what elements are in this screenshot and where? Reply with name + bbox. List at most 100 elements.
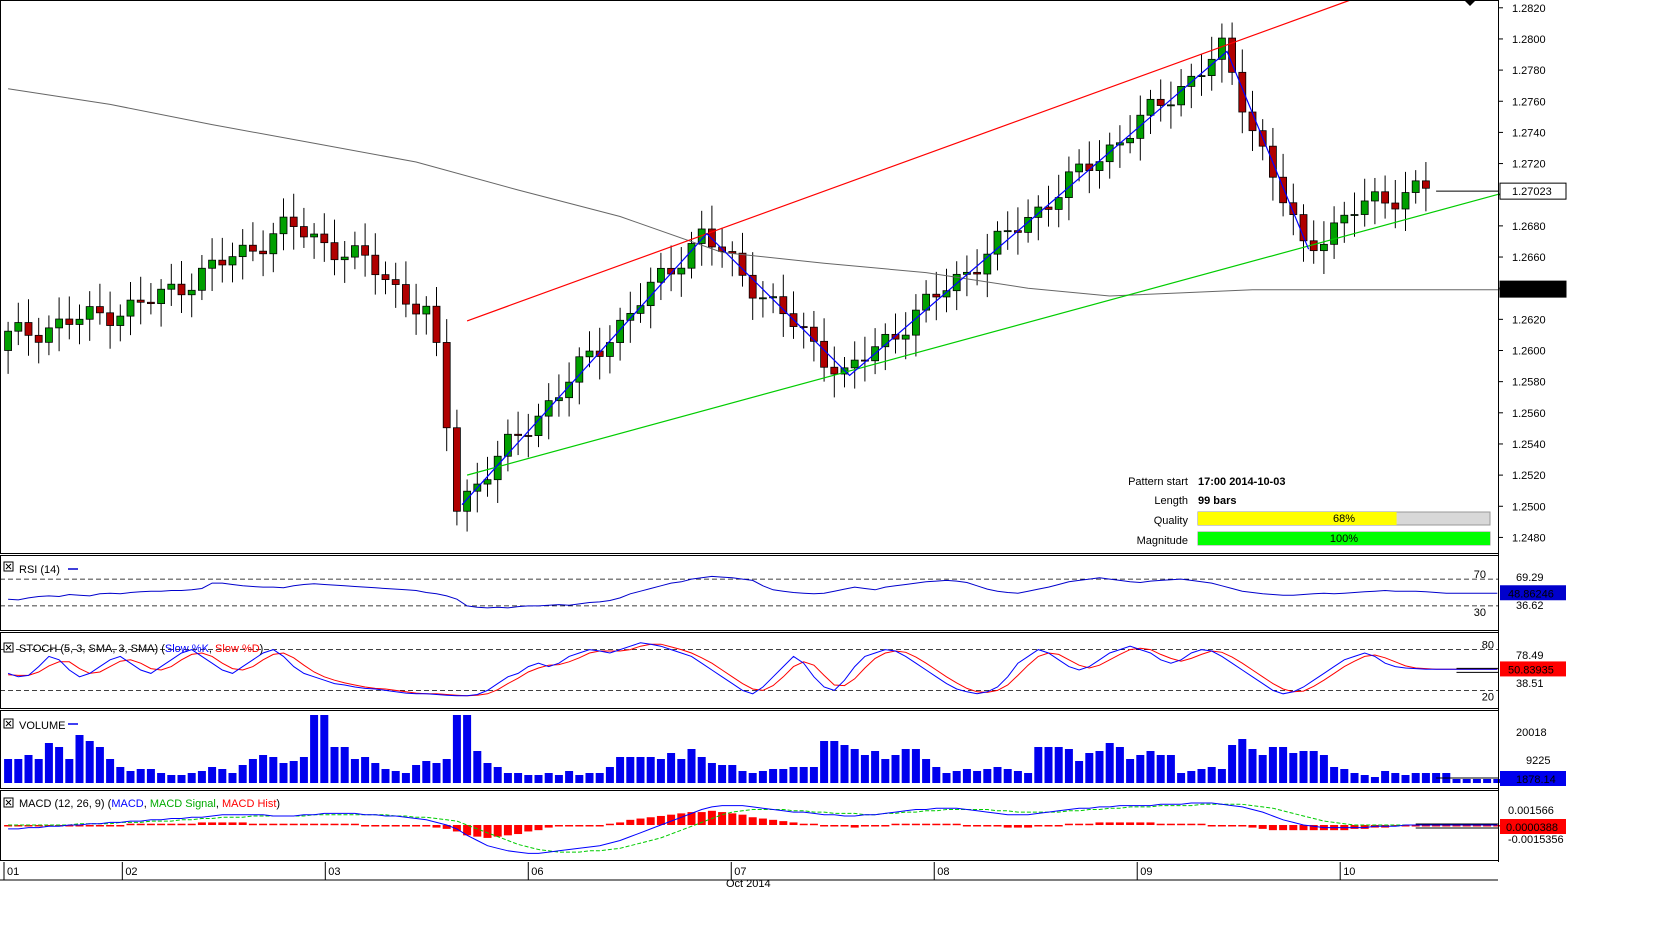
close-icon[interactable] (5, 720, 12, 727)
macd-hist-bar (1350, 825, 1359, 829)
macd-hist-bar (85, 825, 94, 827)
macd-hist-bar (820, 825, 829, 827)
volume-bar (840, 745, 849, 783)
macd-hist-bar (738, 814, 747, 825)
volume-bar (942, 773, 951, 783)
bull-candle (1105, 144, 1114, 163)
bear-candle (34, 334, 43, 343)
bull-candle (310, 233, 319, 238)
rsi-tick-low: 36.62 (1516, 600, 1544, 612)
bull-candle (575, 356, 584, 383)
day-label: 10 (1343, 866, 1355, 878)
macd-hist-bar (106, 825, 115, 827)
volume-bar (95, 747, 104, 783)
price-tick-label: 1.2480 (1512, 532, 1546, 544)
scroll-arrow-icon[interactable] (1464, 0, 1476, 6)
bear-candle (146, 301, 155, 305)
volume-bar (14, 759, 23, 783)
close-icon[interactable] (5, 644, 12, 651)
bull-candle (1320, 243, 1328, 252)
volume-bar (973, 771, 982, 783)
bear-candle (136, 299, 145, 303)
bull-candle (626, 312, 635, 321)
rsi-last-box (1500, 585, 1566, 601)
bull-candle (1218, 37, 1226, 60)
macd-hist-bar (1279, 825, 1288, 831)
volume-bar (799, 767, 808, 783)
bear-candle (218, 259, 227, 266)
bear-candle (1381, 191, 1389, 204)
bear-candle (24, 322, 33, 336)
bull-candle (463, 490, 472, 512)
bull-candle (422, 305, 431, 315)
stoch-level-high: 80 (1482, 640, 1494, 652)
close-icon[interactable] (5, 563, 12, 570)
volume-bar (728, 765, 737, 783)
macd-hist-bar (626, 819, 635, 825)
macd-hist-bar (34, 825, 43, 827)
rsi-tick-high: 69.29 (1516, 572, 1544, 584)
bear-candle (1391, 202, 1400, 210)
rsi-close[interactable] (3, 561, 14, 572)
bull-candle (167, 283, 176, 290)
volume-bar (1228, 745, 1237, 783)
volume-close[interactable] (3, 718, 14, 729)
bear-candle (738, 252, 747, 276)
volume-bar (238, 765, 247, 783)
volume-bar (228, 773, 237, 783)
volume-bar (1391, 773, 1400, 783)
macd-hist-bar (177, 823, 186, 826)
volume-bar (1136, 755, 1145, 783)
bull-candle (646, 281, 655, 307)
macd-hist-bar (1177, 823, 1186, 826)
macd-hist-bar (942, 823, 951, 826)
macd-hist-bar (1044, 825, 1053, 827)
macd-hist-bar (442, 825, 451, 829)
volume-bar (1401, 775, 1410, 783)
macd-hist-bar (881, 825, 890, 827)
macd-hist-bar (728, 813, 737, 825)
macd-title-punct: ) (276, 798, 280, 810)
macd-hist-bar (279, 823, 288, 826)
macd-hist-bar (4, 825, 13, 827)
macd-hist-bar (871, 825, 880, 827)
macd-hist-bar (401, 825, 410, 827)
macd-hist-bar (962, 825, 971, 827)
bull-candle (269, 233, 278, 255)
bull-candle (1340, 214, 1349, 224)
volume-bar (983, 769, 992, 783)
macd-hist-bar (157, 823, 166, 826)
volume-bar (310, 715, 319, 783)
volume-bar (412, 765, 421, 783)
macd-last-value: 0.0000388 (1506, 822, 1558, 834)
bull-candle (993, 230, 1002, 255)
volume-bar (289, 761, 298, 783)
macd-close[interactable] (3, 797, 14, 808)
macd-hist-bar (830, 825, 839, 827)
bear-candle (810, 326, 818, 342)
bear-candle (320, 233, 329, 244)
volume-bar (646, 757, 655, 783)
volume-bar (881, 759, 890, 783)
quality-value: 68% (1333, 513, 1355, 525)
bull-candle (75, 318, 84, 325)
volume-bar (1360, 775, 1369, 783)
macd-hist-bar (44, 825, 53, 827)
volume-bar (1299, 751, 1308, 783)
stoch-d-label: Slow %D (215, 643, 260, 655)
macd-hist-bar (1432, 825, 1441, 827)
close-icon[interactable] (5, 799, 12, 806)
bull-candle (1167, 104, 1175, 107)
volume-bar (1207, 767, 1216, 783)
bear-candle (361, 245, 370, 256)
macd-hist-bar (1115, 822, 1124, 825)
macd-hist-bar (758, 818, 767, 825)
bull-candle (1146, 98, 1155, 116)
stoch-close[interactable] (3, 642, 14, 653)
bull-candle (585, 350, 594, 358)
bull-candle (1095, 161, 1104, 171)
macd-hist-bar (1238, 825, 1247, 827)
macd-hist-bar (1054, 825, 1063, 827)
